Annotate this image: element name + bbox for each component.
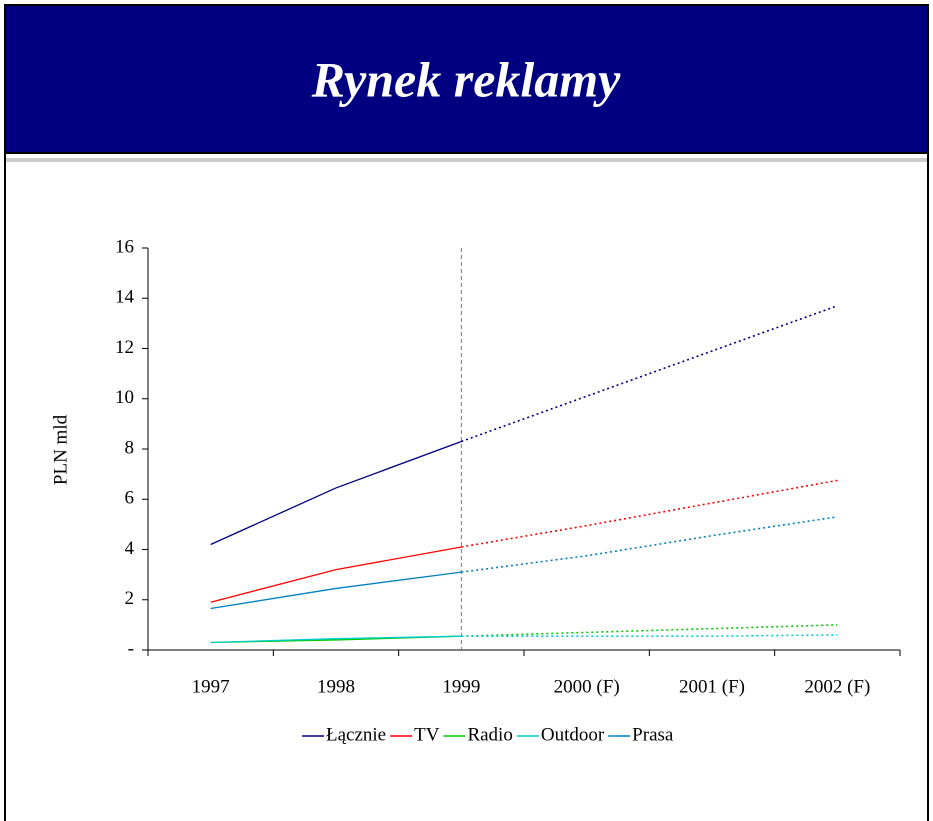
x-tick-label: 1997	[192, 676, 230, 697]
y-tick-label: 14	[115, 287, 135, 308]
x-tick-label: 2001 (F)	[679, 676, 745, 697]
x-tick-label: 1999	[442, 676, 480, 697]
legend-label: Prasa	[632, 724, 674, 745]
header	[4, 4, 929, 154]
x-tick-label: 2002 (F)	[804, 676, 870, 697]
line-series	[210, 571, 462, 610]
y-tick-label: 10	[115, 387, 134, 408]
slide-title: Rynek reklamy	[311, 51, 622, 107]
x-tick-label: 2000 (F)	[554, 676, 620, 697]
x-tick-label: 1998	[317, 676, 355, 697]
legend-label: Łącznie	[326, 724, 386, 745]
y-tick-label: -	[128, 638, 134, 659]
y-tick-label: 2	[125, 588, 135, 609]
y-tick-label: 16	[115, 236, 134, 257]
line-series	[461, 305, 838, 443]
legend-label: Radio	[467, 724, 512, 745]
y-tick-label: 12	[115, 337, 134, 358]
y-axis-label: PLN mld	[50, 414, 71, 485]
legend-label: Outdoor	[541, 724, 605, 745]
header-shadow	[5, 158, 928, 162]
y-tick-label: 4	[125, 538, 135, 559]
line-series	[210, 440, 462, 546]
y-tick-label: 6	[125, 488, 135, 509]
line-series	[461, 479, 838, 548]
y-tick-label: 8	[125, 437, 135, 458]
line-series	[210, 635, 462, 644]
line-series	[210, 546, 462, 603]
line-series	[461, 516, 838, 573]
legend-label: TV	[414, 724, 440, 745]
line-series	[461, 624, 838, 637]
